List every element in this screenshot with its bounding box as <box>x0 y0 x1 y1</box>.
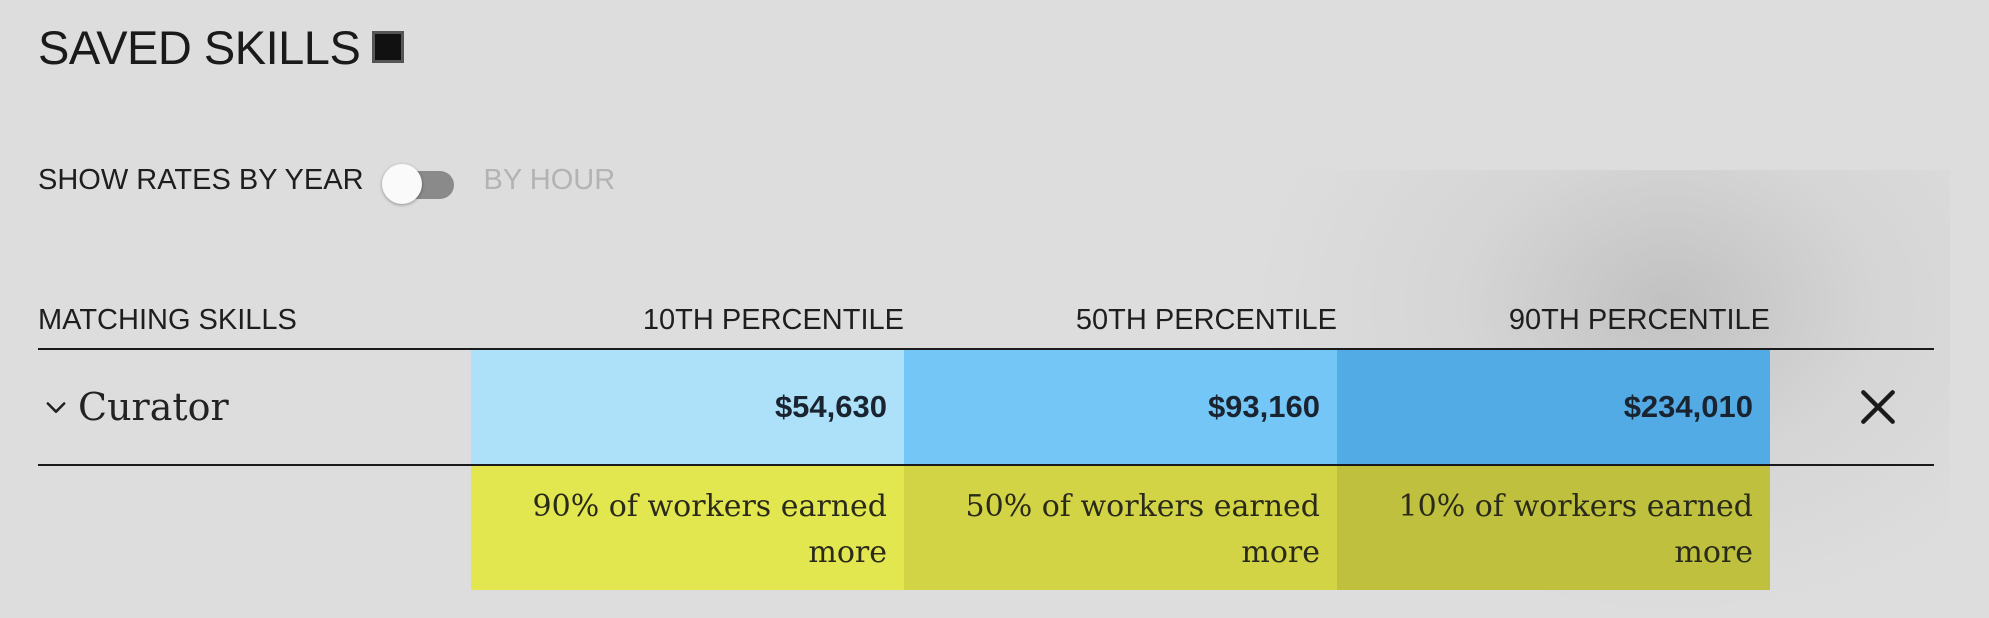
page-title: SAVED SKILLS <box>38 18 405 76</box>
table-row: Curator $54,630 $93,160 $234,010 <box>38 350 1934 466</box>
header-matching-skills: MATCHING SKILLS <box>38 303 297 336</box>
by-hour-label[interactable]: BY HOUR <box>483 163 616 196</box>
note-50th-percentile: 50% of workers earned more <box>904 466 1337 590</box>
square-icon <box>372 31 405 63</box>
close-icon[interactable] <box>1856 385 1900 429</box>
skill-expand-toggle[interactable]: Curator <box>38 350 229 464</box>
header-90th-percentile: 90TH PERCENTILE <box>1508 303 1770 336</box>
table-header: MATCHING SKILLS 10TH PERCENTILE 50TH PER… <box>38 292 1934 350</box>
rates-by-year-label: SHOW RATES BY YEAR <box>38 163 364 196</box>
header-50th-percentile: 50TH PERCENTILE <box>1075 303 1337 336</box>
toggle-knob <box>381 164 422 204</box>
rates-toggle-switch[interactable] <box>381 158 456 204</box>
value-90th-percentile: $234,010 <box>1337 350 1770 464</box>
value-50th-percentile: $93,160 <box>904 350 1337 464</box>
header-10th-percentile: 10TH PERCENTILE <box>642 303 904 336</box>
page-title-text: SAVED SKILLS <box>38 20 361 74</box>
skill-name: Curator <box>78 385 229 429</box>
value-10th-percentile: $54,630 <box>471 350 904 464</box>
note-90th-percentile: 10% of workers earned more <box>1337 466 1770 590</box>
note-10th-percentile: 90% of workers earned more <box>471 466 904 590</box>
rates-toggle-row: SHOW RATES BY YEAR BY HOUR <box>38 158 616 204</box>
chevron-down-icon <box>46 402 66 413</box>
